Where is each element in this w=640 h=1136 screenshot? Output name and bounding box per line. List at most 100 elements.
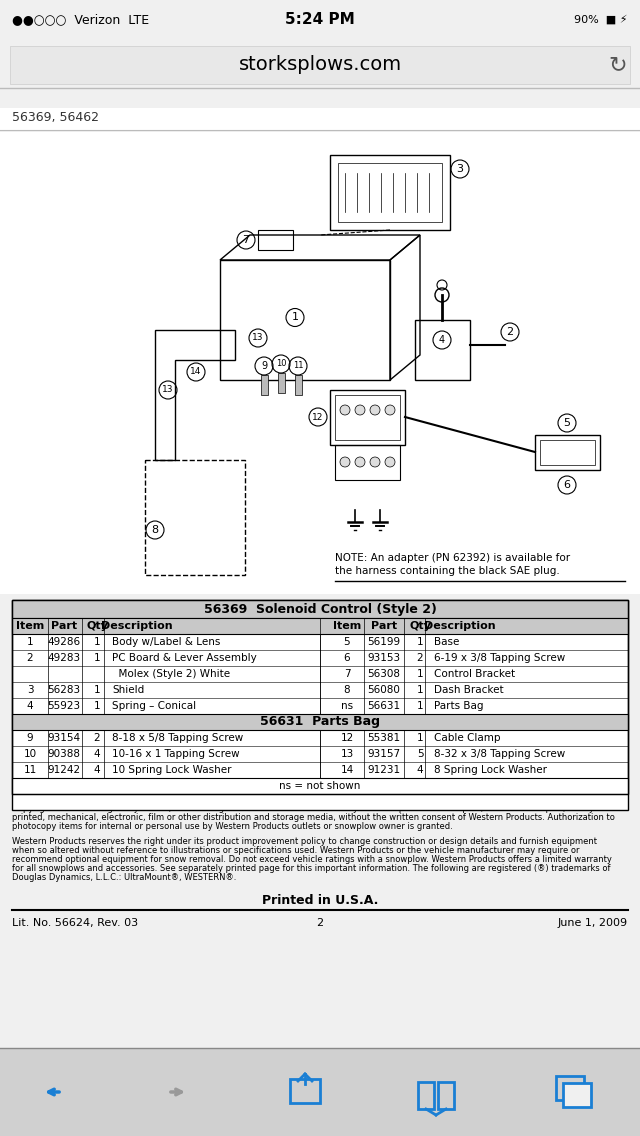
Bar [12,715,628,730]
Text: 2: 2 [27,653,33,663]
Bar [290,1079,320,1103]
Text: 4: 4 [417,765,423,775]
Text: Item: Item [333,621,361,630]
Text: Western Products reserves the right under its product improvement policy to chan: Western Products reserves the right unde… [12,837,597,846]
Bar [12,600,628,618]
Text: Lit. No. 56624, Rev. 03: Lit. No. 56624, Rev. 03 [12,918,138,928]
Bar [335,445,400,481]
Text: 5:24 PM: 5:24 PM [285,12,355,27]
Text: ↻: ↻ [609,55,627,75]
Text: 7: 7 [243,235,250,245]
Text: NOTE: An adapter (PN 62392) is available for: NOTE: An adapter (PN 62392) is available… [335,553,570,563]
Circle shape [355,457,365,467]
Text: 11: 11 [24,765,36,775]
Text: Description: Description [101,621,173,630]
Text: 8: 8 [152,525,159,535]
Text: Base: Base [434,637,460,648]
Text: 10 Spring Lock Washer: 10 Spring Lock Washer [112,765,232,775]
Text: 14: 14 [190,368,202,376]
Text: 12: 12 [340,733,354,743]
Text: 56080: 56080 [367,685,401,695]
Text: Body w/Label & Lens: Body w/Label & Lens [112,637,220,648]
Text: 93154: 93154 [47,733,81,743]
Text: 90%  ■ ⚡: 90% ■ ⚡ [575,15,628,25]
Text: Shield: Shield [112,685,144,695]
Text: 12: 12 [312,412,324,421]
Text: 49283: 49283 [47,653,81,663]
Text: Parts Bag: Parts Bag [434,701,483,711]
Text: 56369, 56462: 56369, 56462 [12,111,99,124]
Text: 4: 4 [93,765,100,775]
Text: 2: 2 [506,327,513,337]
Bar [540,440,595,465]
Circle shape [340,406,350,415]
Text: Printed in U.S.A.: Printed in U.S.A. [262,894,378,907]
Text: 56283: 56283 [47,685,81,695]
Bar [535,435,600,470]
Text: 2: 2 [417,653,423,663]
Text: Part: Part [51,621,77,630]
Text: 5: 5 [563,418,570,428]
Text: 1: 1 [417,669,423,679]
Text: 7: 7 [344,669,350,679]
Text: 1: 1 [417,701,423,711]
Text: Description: Description [424,621,496,630]
Text: 4: 4 [439,335,445,345]
Text: Douglas Dynamics, L.L.C.: UltraMount®, WESTERN®.: Douglas Dynamics, L.L.C.: UltraMount®, W… [12,872,236,882]
Text: storksplows.com: storksplows.com [239,56,401,75]
Text: 56631  Parts Bag: 56631 Parts Bag [260,716,380,728]
Text: June 1, 2009: June 1, 2009 [558,918,628,928]
Bar [335,395,400,440]
Text: Cable Clamp: Cable Clamp [434,733,500,743]
Text: 9: 9 [261,361,267,371]
Text: 14: 14 [340,765,354,775]
Bar [10,45,630,84]
Text: 8-32 x 3/8 Tapping Screw: 8-32 x 3/8 Tapping Screw [434,749,565,759]
Text: ns = not shown: ns = not shown [279,782,361,791]
Text: 6: 6 [563,481,570,490]
Text: 1: 1 [93,701,100,711]
Text: 1: 1 [93,653,100,663]
Bar [330,154,450,229]
Text: 1: 1 [417,685,423,695]
Text: 13: 13 [340,749,354,759]
Bar [295,375,302,395]
Bar [0,1049,640,1136]
Text: Copyright © 2009 Douglas Dynamics, L.L.C. All rights reserved. This material may: Copyright © 2009 Douglas Dynamics, L.L.C… [12,804,594,813]
Circle shape [340,457,350,467]
Circle shape [385,406,395,415]
Text: Qty: Qty [409,621,431,630]
Text: ●●○○○  Verizon  LTE: ●●○○○ Verizon LTE [12,14,149,26]
Text: 13: 13 [252,334,264,342]
Text: 90388: 90388 [47,749,81,759]
Text: 56308: 56308 [367,669,401,679]
Circle shape [370,457,380,467]
Bar [0,108,640,130]
Bar [12,778,628,794]
Text: Spring – Conical: Spring – Conical [112,701,196,711]
Bar [12,600,628,794]
Text: 55923: 55923 [47,701,81,711]
Text: Dash Bracket: Dash Bracket [434,685,504,695]
Bar [556,1076,584,1100]
Bar [563,1083,591,1106]
Bar [330,390,405,445]
Bar [0,42,640,87]
Text: 56199: 56199 [367,637,401,648]
Text: 5: 5 [344,637,350,648]
Text: 1: 1 [93,637,100,648]
Text: 10-16 x 1 Tapping Screw: 10-16 x 1 Tapping Screw [112,749,239,759]
Bar [0,132,640,594]
Text: for all snowplows and accessories. See separately printed page for this importan: for all snowplows and accessories. See s… [12,864,611,872]
Bar [261,375,268,395]
Text: 5: 5 [417,749,423,759]
Bar [415,320,470,381]
Text: 4: 4 [27,701,33,711]
Text: Qty: Qty [86,621,108,630]
Text: 93157: 93157 [367,749,401,759]
Text: 1: 1 [417,637,423,648]
Circle shape [385,457,395,467]
Text: recommend optional equipment for snow removal. Do not exceed vehicle ratings wit: recommend optional equipment for snow re… [12,855,612,864]
Text: 13: 13 [163,385,173,394]
Bar [12,618,628,634]
